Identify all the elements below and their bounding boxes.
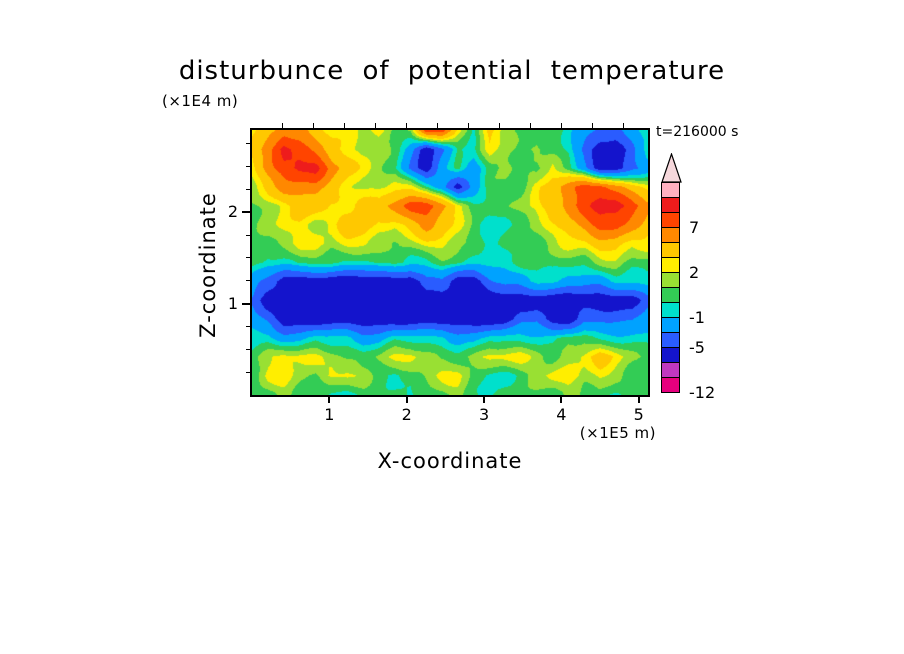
x-major-tick — [328, 397, 331, 403]
z-axis-label: Z-coordinate — [196, 192, 220, 338]
x-major-tick — [483, 397, 486, 403]
z-minor-tick — [246, 257, 250, 259]
x-major-tick — [405, 397, 408, 403]
z-minor-tick — [246, 348, 250, 350]
x-axis-label: X-coordinate — [377, 449, 523, 473]
y-axis-units-label: (×1E4 m) — [162, 92, 239, 110]
x-minor-tick — [529, 123, 531, 128]
z-minor-tick — [246, 166, 250, 168]
x-minor-tick — [468, 123, 470, 128]
z-minor-tick — [246, 234, 250, 236]
colorbar-label: -1 — [689, 308, 705, 327]
x-minor-tick — [344, 123, 346, 128]
z-major-tick — [242, 302, 250, 305]
colorbar-segment — [661, 347, 680, 363]
x-tick-label: 1 — [324, 405, 335, 424]
colorbar-segment — [661, 227, 680, 243]
colorbar-segment — [661, 332, 680, 348]
colorbar-segment — [661, 272, 680, 288]
chart-title: disturbunce of potential temperature — [178, 56, 726, 86]
z-tick-label: 1 — [227, 293, 238, 313]
colorbar-segment — [661, 377, 680, 393]
x-minor-tick — [313, 123, 315, 128]
colorbar-label: 2 — [689, 263, 700, 282]
x-minor-tick — [375, 123, 377, 128]
colorbar-label: -12 — [689, 383, 716, 402]
colorbar-arrow-tip — [661, 153, 682, 183]
x-tick-label: 2 — [401, 405, 412, 424]
z-minor-tick — [246, 280, 250, 282]
colorbar-segment — [661, 317, 680, 333]
colorbar-segment — [661, 362, 680, 378]
z-tick-label: 2 — [227, 202, 238, 222]
x-minor-tick — [499, 123, 500, 128]
z-minor-tick — [246, 188, 250, 190]
colorbar-segment — [661, 212, 680, 228]
x-minor-tick — [591, 123, 593, 128]
x-minor-tick — [622, 123, 624, 128]
time-annotation: t=216000 s — [656, 124, 739, 140]
colorbar-segment — [661, 197, 680, 213]
x-tick-label: 4 — [556, 405, 567, 424]
z-minor-tick — [246, 143, 250, 145]
colorbar-segment — [661, 182, 680, 198]
x-major-tick — [560, 397, 563, 403]
x-tick-label: 3 — [478, 405, 490, 424]
colorbar-label: -5 — [689, 338, 705, 357]
x-major-tick — [637, 397, 640, 403]
colorbar-segment — [661, 287, 680, 303]
x-minor-tick — [406, 123, 408, 128]
colorbar-label: 7 — [689, 218, 700, 237]
colorbar-segment — [661, 257, 680, 273]
x-tick-label: 5 — [633, 405, 644, 424]
temperature-field-plot — [250, 128, 650, 397]
x-minor-tick — [437, 123, 439, 128]
colorbar-segment — [661, 302, 680, 318]
x-minor-tick — [282, 123, 284, 128]
z-major-tick — [242, 211, 250, 214]
colorbar-segment — [661, 242, 680, 258]
z-minor-tick — [246, 325, 250, 327]
x-minor-tick — [560, 123, 562, 128]
x-axis-units-label: (×1E5 m) — [579, 424, 656, 442]
z-minor-tick — [246, 371, 250, 373]
